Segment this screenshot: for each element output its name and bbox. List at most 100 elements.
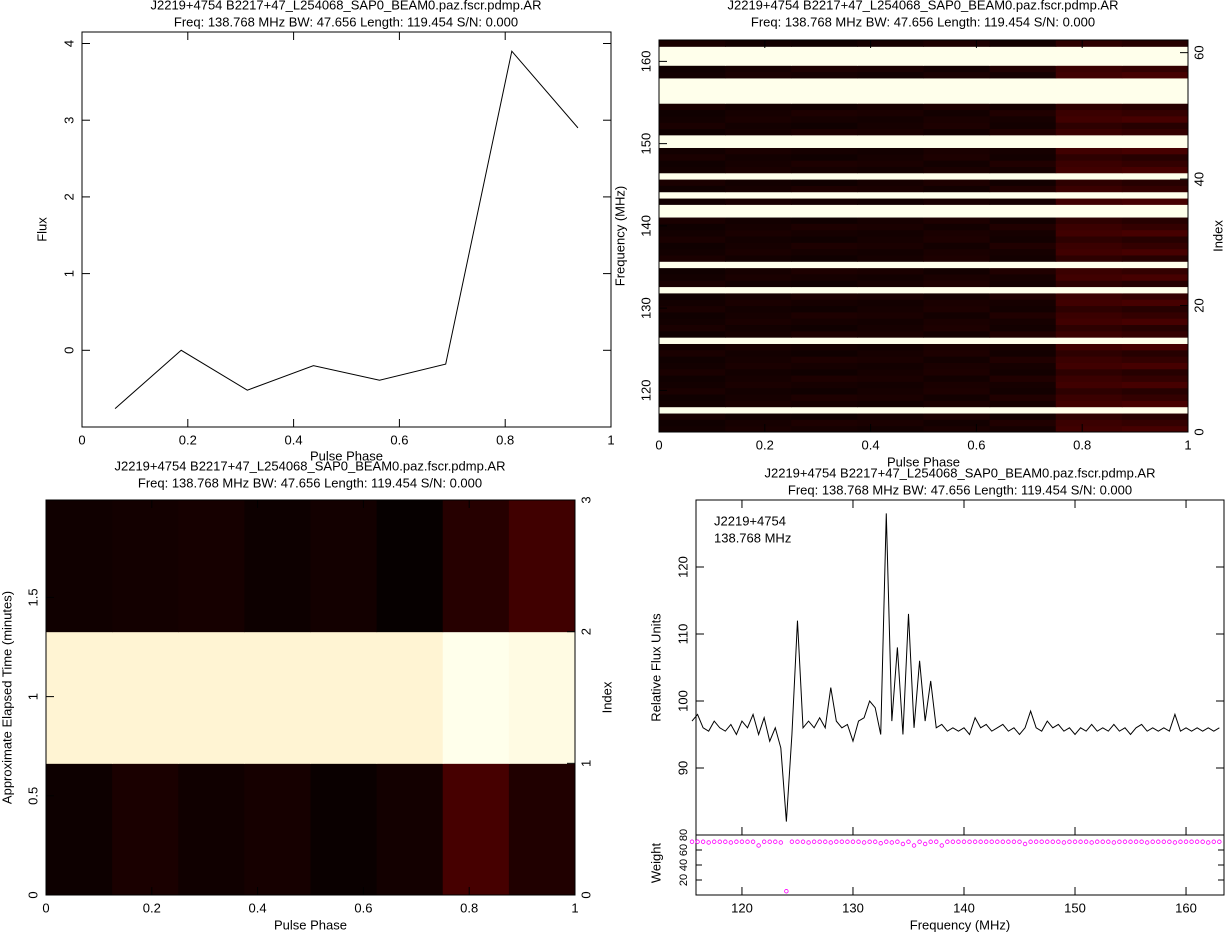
heatmap-cell: [791, 381, 858, 389]
heatmap-cell: [791, 223, 858, 231]
heatmap-cell: [1055, 242, 1123, 250]
heatmap-cell: [923, 375, 991, 382]
heatmap-cell: [508, 500, 576, 633]
heatmap-cell: [1121, 96, 1189, 104]
weight-point: [956, 839, 961, 844]
y2-tick-label: 2: [578, 628, 593, 635]
x-tick-label: 0.6: [967, 437, 985, 452]
heatmap-cell: [1055, 198, 1123, 205]
weight-point: [1211, 839, 1216, 844]
x-tick-label: 150: [1064, 900, 1086, 915]
heatmap-cell: [725, 198, 792, 205]
heatmap-cell: [1121, 280, 1189, 288]
heatmap-cell: [725, 330, 792, 338]
heatmap-cell: [989, 394, 1057, 401]
heatmap-cell: [989, 71, 1057, 79]
heatmap-cell: [1055, 419, 1123, 427]
heatmap-cell: [857, 311, 924, 319]
y2-tick-label: 0: [1191, 428, 1206, 435]
heatmap-cell: [857, 172, 924, 180]
heatmap-cell: [1121, 128, 1189, 136]
axes-frame: [695, 499, 1225, 836]
heatmap-cell: [725, 311, 792, 319]
heatmap-cell: [1121, 46, 1189, 54]
y2-tick-label: 0: [578, 891, 593, 898]
heatmap-cell: [1121, 305, 1189, 313]
heatmap-cell: [857, 400, 924, 408]
heatmap-cell: [1121, 65, 1189, 73]
weight-point: [845, 839, 850, 844]
heatmap-cell: [989, 400, 1057, 408]
heatmap-cell: [923, 368, 991, 376]
heatmap-cell: [857, 254, 924, 262]
heatmap-cell: [989, 122, 1057, 130]
heatmap-cell: [725, 128, 792, 136]
y-tick-label: 1: [25, 693, 40, 700]
x-tick-label: 0.2: [756, 437, 774, 452]
heatmap-cell: [791, 343, 858, 351]
heatmap-cell: [725, 286, 792, 294]
heatmap-cell: [659, 318, 726, 326]
heatmap-cell: [791, 236, 858, 243]
heatmap-cell: [178, 500, 245, 633]
heatmap-cell: [857, 381, 924, 389]
heatmap-cell: [725, 204, 792, 212]
heatmap-cell: [659, 71, 726, 79]
heatmap-cell: [1121, 52, 1189, 60]
weight-point: [1083, 839, 1089, 844]
heatmap-cell: [923, 337, 991, 344]
heatmap-cell: [725, 65, 792, 73]
heatmap-cell: [989, 406, 1057, 414]
heatmap-cell: [725, 419, 792, 427]
weight-point: [734, 839, 739, 844]
heatmap-cell: [923, 254, 991, 262]
x-tick-label: 0.6: [354, 900, 372, 915]
y-tick-label: 110: [675, 624, 690, 645]
weight-point: [1028, 839, 1033, 844]
heatmap-cell: [659, 115, 726, 123]
heatmap-cell: [791, 65, 858, 73]
heatmap-cell: [1121, 204, 1189, 212]
heatmap-cell: [1055, 400, 1123, 408]
x-tick-label: 1: [571, 900, 578, 915]
heatmap-cell: [725, 191, 792, 199]
chart-title: J2219+4754 B2217+47_L254068_SAP0_BEAM0.p…: [727, 0, 1118, 12]
weight-point: [1167, 839, 1172, 844]
x-tick-label: 0.4: [249, 900, 267, 915]
heatmap-cell: [857, 267, 924, 275]
heatmap-cell: [659, 337, 726, 344]
heatmap-cell: [923, 122, 991, 130]
weight-point: [789, 839, 795, 844]
heatmap-cell: [989, 96, 1057, 104]
heatmap-cell: [659, 356, 726, 363]
weight-point: [706, 840, 711, 845]
weight-point: [1206, 840, 1211, 845]
heatmap-cell: [659, 172, 726, 180]
weight-point: [756, 843, 761, 848]
heatmap-cell: [725, 387, 792, 395]
heatmap-cell: [923, 267, 991, 275]
x-axis-label: Frequency (MHz): [910, 917, 1010, 932]
heatmap-cell: [1055, 261, 1123, 269]
heatmap-cell: [923, 324, 991, 332]
heatmap-cell: [1055, 324, 1123, 332]
y-axis-label: Relative Flux Units: [648, 613, 663, 722]
weight-point: [1172, 840, 1178, 845]
heatmap-cell: [1121, 375, 1189, 382]
weight-point: [761, 839, 767, 844]
heatmap-cell: [989, 160, 1057, 167]
weight-point: [689, 839, 695, 844]
heatmap-cell: [857, 166, 924, 174]
heatmap-cell: [923, 273, 991, 281]
heatmap-cell: [857, 160, 924, 167]
heatmap-cell: [923, 318, 991, 326]
heatmap-cell: [791, 280, 858, 288]
heatmap-cell: [989, 292, 1057, 300]
x-tick-label: 0.6: [390, 432, 408, 447]
x-tick-label: 0: [78, 432, 85, 447]
heatmap-cell: [1121, 425, 1189, 433]
heatmap-cell: [791, 46, 858, 54]
heatmap-cell: [791, 185, 858, 193]
heatmap-cell: [1055, 356, 1123, 363]
heatmap-cell: [1055, 254, 1123, 262]
